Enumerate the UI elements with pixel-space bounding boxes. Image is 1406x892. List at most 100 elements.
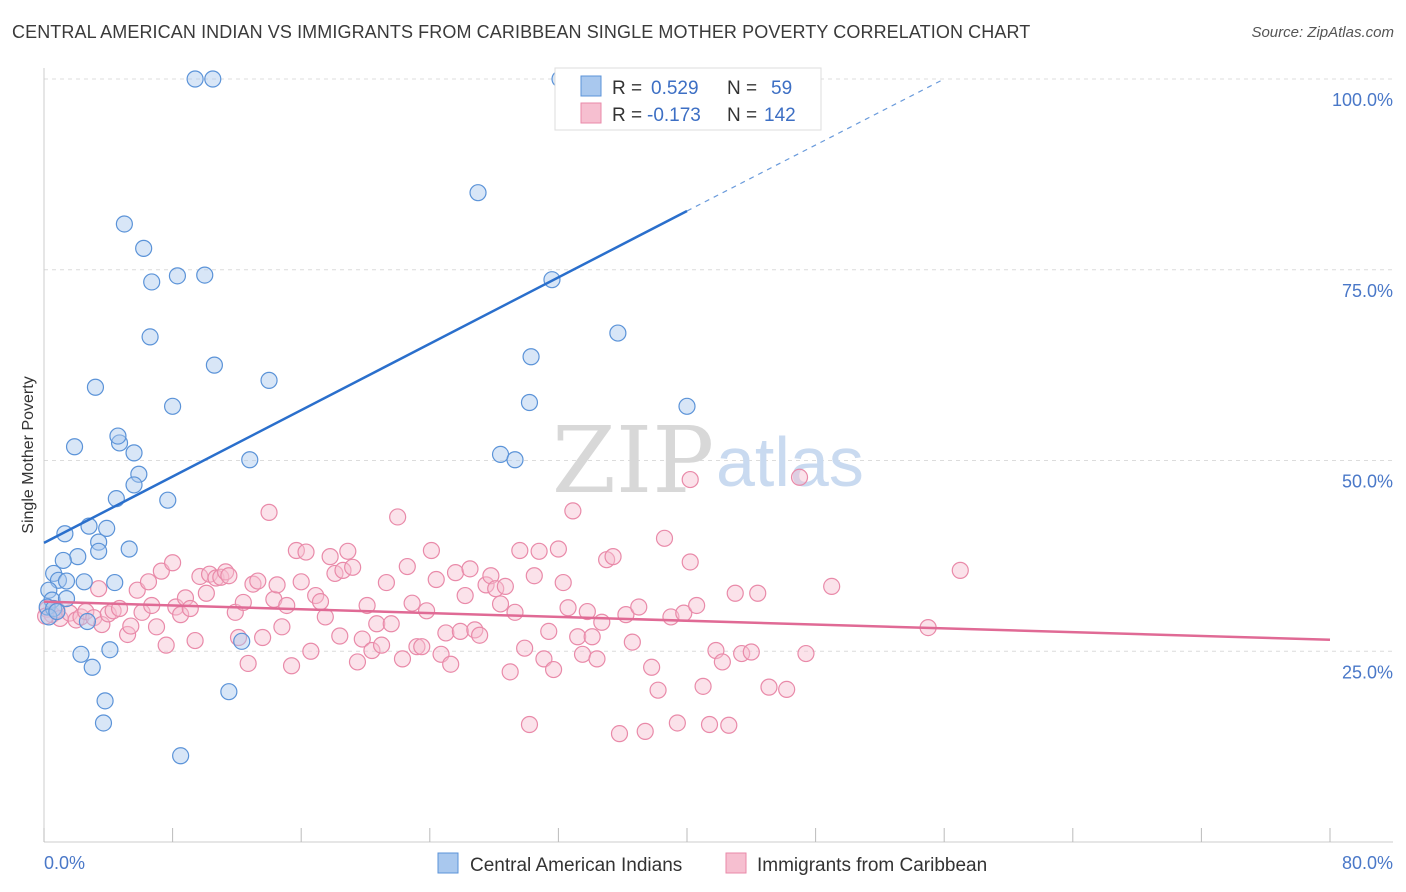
source-note: Source: ZipAtlas.com xyxy=(1251,24,1394,41)
central-american-point-34 xyxy=(120,540,138,558)
caribbean-point-40 xyxy=(244,575,262,593)
central-american-point-22 xyxy=(125,444,143,462)
caribbean-point-126 xyxy=(681,553,699,571)
central-american-point-12 xyxy=(205,356,223,374)
caribbean-point-39 xyxy=(239,654,257,673)
watermark-atlas: atlas xyxy=(716,423,864,501)
caribbean-point-119 xyxy=(636,722,654,740)
series-legend-swatch-blue xyxy=(437,852,459,874)
legend-r-label-2: R = xyxy=(612,105,642,126)
legend-n-value-1: 59 xyxy=(771,78,792,99)
caribbean-point-132 xyxy=(720,716,738,734)
central-american-point-35 xyxy=(90,542,108,560)
central-american-point-41 xyxy=(75,573,93,591)
central-american-point-1 xyxy=(204,70,222,88)
central-american-point-11 xyxy=(609,324,627,342)
central-american-point-27 xyxy=(125,476,143,494)
central-american-point-40 xyxy=(57,572,76,590)
caribbean-point-60 xyxy=(339,542,357,560)
caribbean-point-141 xyxy=(681,470,699,489)
caribbean-point-32 xyxy=(207,569,225,587)
central-american-point-57 xyxy=(172,747,190,765)
x-tick-label-max: 80.0% xyxy=(1342,853,1393,873)
caribbean-point-61 xyxy=(344,558,362,576)
central-american-point-53 xyxy=(83,658,101,676)
series-legend-label-pink: Immigrants from Caribbean xyxy=(757,855,987,876)
caribbean-point-129 xyxy=(700,715,719,734)
caribbean-point-56 xyxy=(321,548,339,566)
watermark-zip: ZIP xyxy=(552,407,714,514)
central-american-point-49 xyxy=(78,612,97,631)
caribbean-point-52 xyxy=(302,642,320,660)
y-tick-label-1: 50.0% xyxy=(1342,472,1393,492)
caribbean-point-127 xyxy=(688,596,706,615)
caribbean-point-117 xyxy=(623,633,641,651)
caribbean-point-10 xyxy=(93,615,111,634)
caribbean-point-91 xyxy=(491,595,510,613)
central-american-point-47 xyxy=(45,599,63,618)
series-legend-label-blue: Central American Indians xyxy=(470,855,682,876)
caribbean-point-41 xyxy=(249,572,267,590)
caribbean-point-99 xyxy=(530,542,548,560)
caribbean-point-122 xyxy=(655,529,674,547)
caribbean-point-75 xyxy=(413,638,431,656)
caribbean-point-46 xyxy=(273,618,291,636)
central-american-point-56 xyxy=(94,714,113,732)
series-legend: Central American Indians Immigrants from… xyxy=(437,852,987,876)
caribbean-point-100 xyxy=(535,650,553,668)
central-american-point-18 xyxy=(678,397,696,415)
caribbean-point-88 xyxy=(477,576,495,594)
caribbean-point-47 xyxy=(278,596,296,615)
caribbean-point-51 xyxy=(297,543,315,561)
series-immigrants-from-caribbean xyxy=(37,468,969,743)
central-american-point-16 xyxy=(164,397,182,415)
axes xyxy=(43,68,1393,843)
caribbean-point-108 xyxy=(573,645,592,663)
caribbean-point-30 xyxy=(197,584,215,602)
caribbean-point-83 xyxy=(451,622,469,641)
caribbean-point-133 xyxy=(726,584,744,602)
central-american-point-24 xyxy=(491,445,510,463)
caribbean-point-84 xyxy=(456,586,474,605)
caribbean-point-72 xyxy=(398,557,416,576)
central-american-point-3 xyxy=(469,184,487,202)
caribbean-point-23 xyxy=(164,554,182,572)
caribbean-point-106 xyxy=(564,502,582,520)
caribbean-point-111 xyxy=(588,650,606,668)
series-legend-swatch-pink xyxy=(725,852,747,874)
caribbean-point-112 xyxy=(593,613,611,631)
y-axis-label: Single Mother Poverty xyxy=(20,376,37,533)
caribbean-point-62 xyxy=(348,653,367,671)
caribbean-point-93 xyxy=(501,663,519,681)
chart-title: CENTRAL AMERICAN INDIAN VS IMMIGRANTS FR… xyxy=(12,22,1031,42)
caribbean-point-42 xyxy=(254,628,272,647)
caribbean-point-76 xyxy=(417,602,436,620)
caribbean-point-87 xyxy=(471,626,489,644)
central-american-point-25 xyxy=(506,451,524,469)
caribbean-point-71 xyxy=(393,650,412,668)
caribbean-point-107 xyxy=(569,628,587,646)
caribbean-point-109 xyxy=(578,602,596,621)
caribbean-point-102 xyxy=(544,660,563,679)
caribbean-point-35 xyxy=(220,567,238,585)
caribbean-point-18 xyxy=(139,573,158,591)
caribbean-point-22 xyxy=(157,636,175,654)
legend-r-label-1: R = xyxy=(612,78,642,99)
caribbean-point-89 xyxy=(482,567,500,585)
caribbean-point-140 xyxy=(823,577,841,595)
y-tick-label-2: 75.0% xyxy=(1342,281,1393,301)
caribbean-point-11 xyxy=(99,605,117,623)
caribbean-point-138 xyxy=(778,680,796,699)
central-american-point-4 xyxy=(115,215,133,233)
caribbean-point-28 xyxy=(186,631,204,650)
caribbean-point-139 xyxy=(797,644,815,663)
caribbean-point-69 xyxy=(382,615,400,633)
caribbean-point-70 xyxy=(389,508,407,526)
central-american-point-19 xyxy=(65,438,84,456)
central-american-point-50 xyxy=(233,632,251,650)
central-american-point-6 xyxy=(143,273,161,291)
caribbean-point-82 xyxy=(446,564,465,582)
central-american-point-58 xyxy=(48,602,66,621)
caribbean-point-74 xyxy=(408,638,426,656)
central-american-point-17 xyxy=(520,393,539,412)
